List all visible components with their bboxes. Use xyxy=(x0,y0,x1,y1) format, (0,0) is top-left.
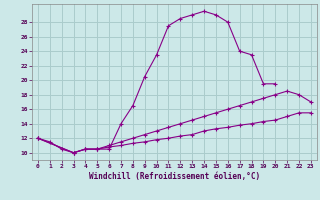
X-axis label: Windchill (Refroidissement éolien,°C): Windchill (Refroidissement éolien,°C) xyxy=(89,172,260,181)
